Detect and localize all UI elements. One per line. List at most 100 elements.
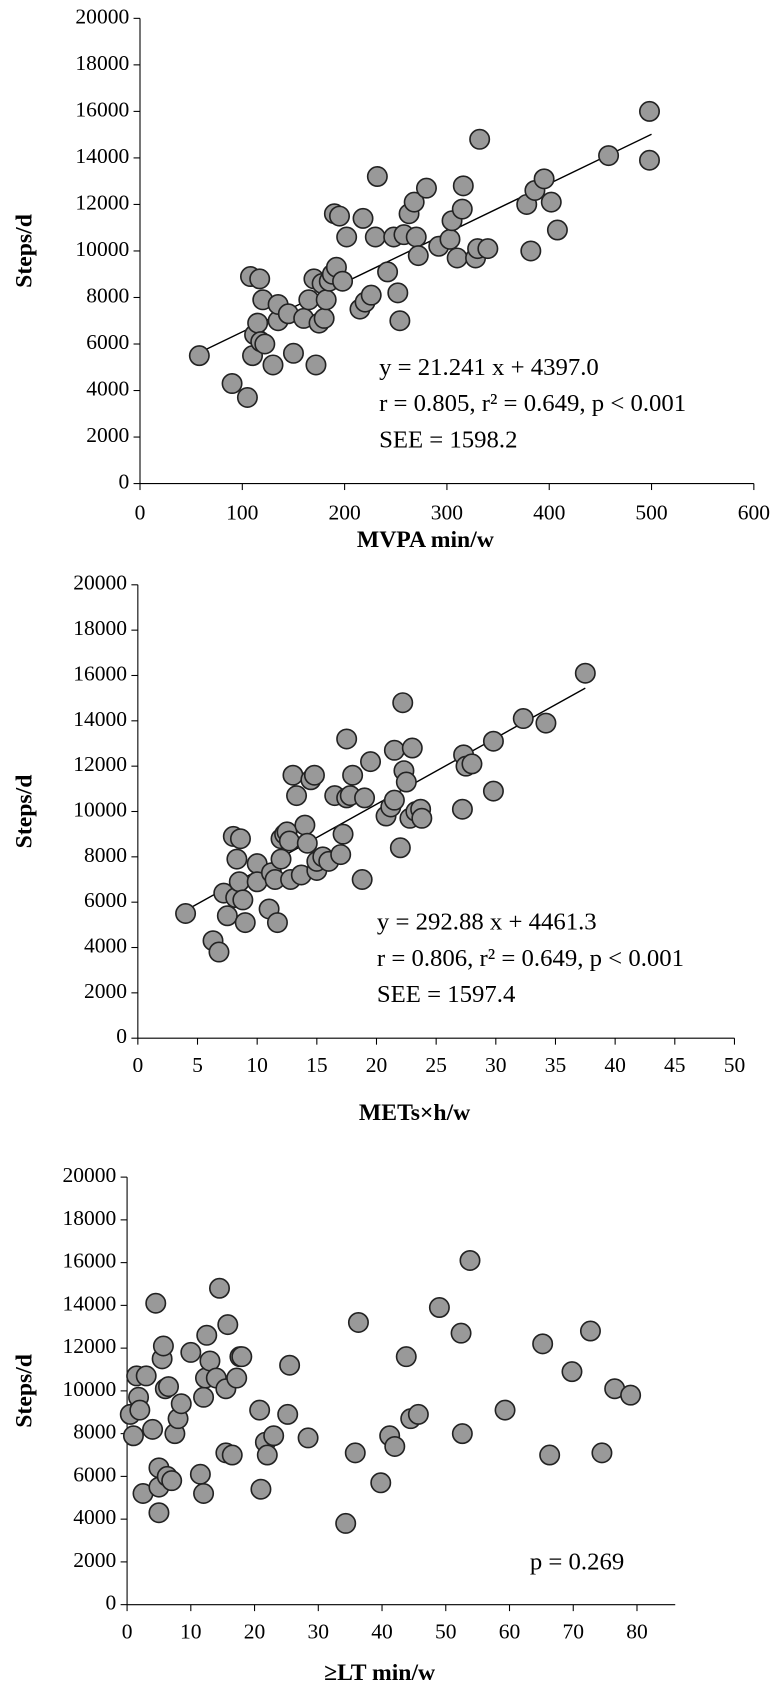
- data-point: [395, 771, 417, 793]
- annotation: SEE = 1597.4: [377, 981, 515, 1008]
- data-point: [217, 1314, 239, 1336]
- x-tick-label: 50: [724, 1053, 746, 1077]
- data-point: [344, 1442, 366, 1464]
- x-axis-title: MVPA min/w: [357, 527, 494, 553]
- data-point: [383, 789, 405, 811]
- data-point: [336, 728, 358, 750]
- x-tick-label: 45: [664, 1053, 686, 1077]
- x-tick-label: 25: [425, 1053, 447, 1077]
- data-point: [221, 1444, 243, 1466]
- y-tick-label: 8000: [86, 283, 129, 307]
- data-point: [135, 1365, 157, 1387]
- data-point: [638, 149, 660, 171]
- data-point: [407, 1403, 429, 1425]
- data-point: [228, 871, 250, 893]
- y-tick-label: 18000: [73, 616, 127, 640]
- data-point: [540, 191, 562, 213]
- data-point: [189, 1463, 211, 1485]
- data-point: [395, 1346, 417, 1368]
- y-axis-title: Steps/d: [11, 1354, 37, 1428]
- x-tick-label: 30: [485, 1053, 507, 1077]
- data-point: [234, 912, 256, 934]
- data-point: [332, 823, 354, 845]
- data-point: [229, 828, 251, 850]
- data-point: [148, 1502, 170, 1524]
- data-point: [469, 128, 491, 150]
- data-point: [236, 387, 258, 409]
- data-point: [370, 1472, 392, 1494]
- x-tick-label: 40: [604, 1053, 626, 1077]
- data-point: [313, 307, 335, 329]
- y-axis-title: Steps/d: [11, 775, 37, 849]
- x-tick-label: 15: [306, 1053, 328, 1077]
- data-point: [366, 166, 388, 188]
- data-point: [494, 1399, 516, 1421]
- data-point: [384, 1435, 406, 1457]
- x-tick-label: 50: [435, 1620, 457, 1644]
- data-point: [415, 177, 437, 199]
- data-point: [145, 1292, 167, 1314]
- data-point: [193, 1386, 215, 1408]
- data-point: [193, 1482, 215, 1504]
- y-tick-label: 12000: [75, 190, 129, 214]
- data-point: [451, 1423, 473, 1445]
- data-point: [266, 912, 288, 934]
- data-point: [282, 764, 304, 786]
- y-tick-label: 6000: [84, 888, 127, 912]
- y-tick-label: 4000: [86, 376, 129, 400]
- y-tick-label: 16000: [73, 661, 127, 685]
- data-point: [278, 830, 300, 852]
- data-point: [377, 261, 399, 283]
- y-tick-label: 2000: [86, 423, 129, 447]
- data-point: [158, 1376, 180, 1398]
- data-point: [298, 289, 320, 311]
- x-tick-label: 500: [635, 501, 667, 525]
- data-point: [387, 282, 409, 304]
- data-point: [330, 844, 352, 866]
- x-tick-label: 35: [545, 1053, 567, 1077]
- data-point: [297, 1427, 319, 1449]
- x-tick-label: 20: [244, 1620, 266, 1644]
- data-point: [482, 780, 504, 802]
- data-point: [342, 764, 364, 786]
- y-tick-label: 20000: [63, 1163, 117, 1187]
- data-point: [407, 245, 429, 267]
- x-tick-label: 10: [246, 1053, 268, 1077]
- data-point: [188, 345, 210, 367]
- x-tick-label: 10: [180, 1620, 202, 1644]
- data-point: [360, 284, 382, 306]
- x-tick-label: 200: [328, 501, 360, 525]
- data-point: [262, 354, 284, 376]
- data-point: [360, 751, 382, 773]
- y-tick-label: 0: [116, 1024, 127, 1048]
- y-tick-label: 10000: [75, 237, 129, 261]
- x-tick-label: 70: [562, 1620, 584, 1644]
- data-point: [315, 289, 337, 311]
- data-point: [452, 175, 474, 197]
- data-point: [532, 1333, 554, 1355]
- y-tick-label: 8000: [84, 843, 127, 867]
- data-point: [249, 268, 271, 290]
- data-point: [296, 832, 318, 854]
- data-point: [364, 226, 386, 248]
- data-point: [533, 168, 555, 190]
- data-point: [347, 1311, 369, 1333]
- y-tick-label: 10000: [73, 797, 127, 821]
- data-point: [277, 1403, 299, 1425]
- x-tick-label: 400: [533, 501, 565, 525]
- data-point: [403, 191, 425, 213]
- data-point: [389, 837, 411, 859]
- y-tick-label: 14000: [63, 1291, 117, 1315]
- y-tick-label: 16000: [63, 1249, 117, 1273]
- data-point: [539, 1444, 561, 1466]
- data-point: [336, 226, 358, 248]
- data-point: [231, 1346, 253, 1368]
- data-point: [383, 739, 405, 761]
- data-point: [279, 1354, 301, 1376]
- x-tick-label: 20: [366, 1053, 388, 1077]
- data-point: [352, 207, 374, 229]
- data-point: [142, 1418, 164, 1440]
- x-axis-title: METs×h/w: [359, 1100, 470, 1126]
- data-point: [247, 312, 269, 334]
